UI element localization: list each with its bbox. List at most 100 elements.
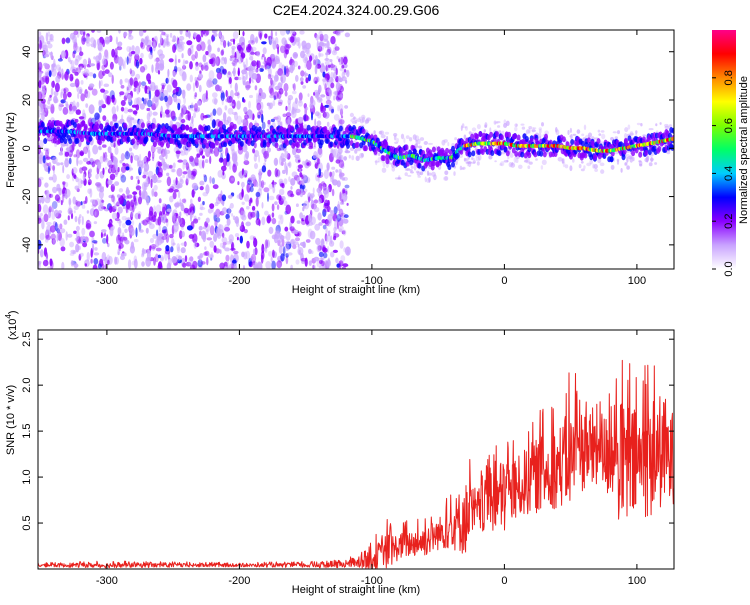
spectrogram-cell [315,92,319,99]
spectrogram-cell [102,115,107,121]
spectrogram-y-tick-label: 20 [21,94,33,106]
spectrogram-cell [290,186,293,190]
spectrogram-cell [341,266,346,269]
spectrogram-cell [344,68,347,73]
spectrogram-cell [81,204,86,209]
spectrogram-cell [124,151,130,160]
spectrogram-cell [287,116,291,127]
spectrogram-cell [533,127,537,130]
spectrogram-cell [600,169,605,174]
spectrogram-cell [505,120,510,127]
spectrogram-cell [48,193,54,198]
spectrogram-cell [79,51,84,56]
spectrogram-cell [282,113,287,118]
spectrogram-cell [176,246,181,254]
spectrogram-cell [80,93,85,102]
spectrogram-cell [107,259,110,266]
spectrogram-cell [322,224,327,230]
spectrogram-cell [320,102,323,112]
spectrogram-cell [302,85,307,89]
spectrogram-cell [50,104,55,114]
spectrogram-cell [123,31,128,37]
spectrogram-cell [87,179,92,186]
spectrogram-cell [343,214,349,219]
spectrogram-cell [209,203,215,210]
spectrogram-cell [79,167,83,174]
spectrogram-cell [66,174,70,180]
spectrogram-cell [177,190,181,199]
spectrogram-cell [166,84,172,93]
spectrogram-cell [284,91,288,97]
spectrogram-cell [90,258,93,264]
spectrogram-cell [150,85,153,90]
spectrogram-cell [120,153,125,162]
spectrogram-cell [263,150,270,159]
spectrogram-cell [493,120,497,125]
spectrogram-cell [273,91,279,100]
spectrogram-cell [267,119,271,125]
spectrogram-cell [458,154,463,158]
spectrogram-cell [424,176,427,183]
spectrogram-cell [92,264,98,269]
spectrogram-cell [108,164,114,169]
spectrogram-cell [507,131,511,138]
spectrogram-cell [296,220,301,224]
spectrogram-cell [292,244,297,250]
spectrogram-cell [287,190,294,197]
spectrogram-cell [128,32,132,37]
spectrogram-cell [333,91,338,95]
spectrogram-cell [134,45,140,56]
spectrogram-cell [126,194,133,199]
spectrogram-cell [182,59,186,69]
spectrogram-cell [290,125,294,132]
spectrogram-cell [213,211,217,216]
spectrogram-cell [41,110,46,121]
spectrogram-cell [193,127,198,134]
spectrogram-cell [98,70,104,80]
spectrogram-cell [102,237,107,244]
spectrogram-cell [242,30,245,37]
spectrogram-cell [251,73,258,80]
spectrogram-cell [38,91,43,101]
spectrogram-cell [78,116,85,120]
spectrogram-cell [128,119,133,128]
spectrogram-cell [145,177,150,185]
spectrogram-cell [341,177,346,181]
spectrogram-cell [217,234,222,240]
spectrogram-cell [82,173,86,181]
spectrogram-cell [73,205,79,211]
spectrogram-cell [102,144,107,148]
spectrogram-cell [79,88,83,95]
spectrogram-cell [359,118,364,124]
spectrogram-cell [538,129,542,134]
spectrogram-cell [261,113,264,123]
spectrogram-cell [272,186,276,194]
spectrogram-cell [516,134,521,141]
spectrogram-cell [276,147,282,152]
spectrogram-cell [57,210,63,214]
spectrogram-cell [629,131,634,137]
spectrogram-cell [320,94,326,98]
spectrogram-cell [67,207,73,215]
spectrogram-cell [158,63,165,71]
spectrogram-cell [38,73,42,81]
snr-y-tick-label: 2.0 [21,378,33,393]
spectrogram-cell [631,150,636,157]
spectrogram-cell [338,169,342,174]
spectrogram-cell [297,65,301,70]
spectrogram-cell [116,220,122,224]
spectrogram-cell [318,251,324,258]
spectrogram-cell [255,181,259,188]
spectrogram-cell [72,68,76,74]
spectrogram-cell [280,161,284,166]
spectrogram-cell [60,145,63,155]
spectrogram-cell [172,191,177,200]
spectrogram-cell [128,167,134,171]
spectrogram-cell [307,196,311,203]
spectrogram-cell [313,59,316,66]
spectrogram-cell [484,124,487,128]
spectrogram-cell [120,253,125,257]
spectrogram-cell [149,221,152,226]
spectrogram-cell [191,182,198,190]
